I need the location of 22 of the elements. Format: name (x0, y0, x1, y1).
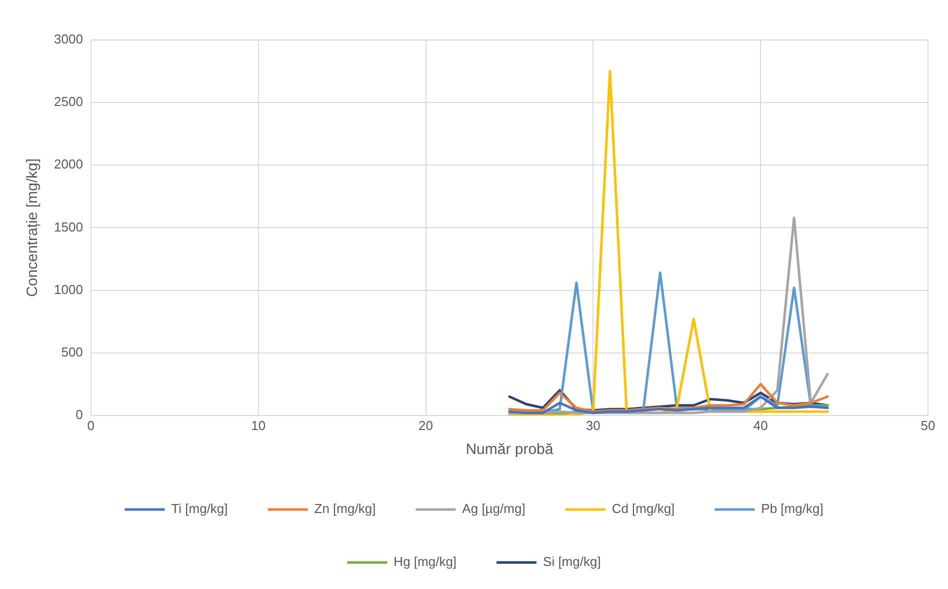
y-tick-label: 0 (76, 406, 83, 422)
legend-label: Cd [mg/kg] (612, 501, 675, 516)
x-tick-label: 40 (753, 418, 768, 433)
x-tick-label: 30 (586, 418, 600, 433)
legend-label: Zn [mg/kg] (314, 501, 376, 516)
y-tick-label: 2000 (54, 156, 83, 172)
y-tick-label: 1500 (54, 219, 83, 234)
legend-label: Hg [mg/kg] (394, 554, 457, 570)
y-tick-label: 3000 (54, 32, 83, 47)
x-tick-label: 20 (418, 418, 433, 433)
legend-label: Ti [mg/kg] (171, 501, 228, 516)
x-tick-label: 10 (251, 418, 266, 433)
y-axis-title: Concentrație [mg/kg] (24, 158, 42, 297)
y-tick-label: 1000 (54, 282, 83, 297)
x-axis-title: Număr probă (466, 441, 554, 458)
legend-label: Ag [µg/mg] (462, 501, 526, 516)
x-tick-label: 0 (87, 418, 95, 433)
x-tick-label: 50 (920, 418, 936, 433)
legend-label: Pb [mg/kg] (761, 501, 824, 516)
legend-label: Si [mg/kg] (543, 554, 601, 570)
y-tick-label: 2500 (54, 94, 83, 110)
y-tick-label: 500 (61, 344, 83, 360)
